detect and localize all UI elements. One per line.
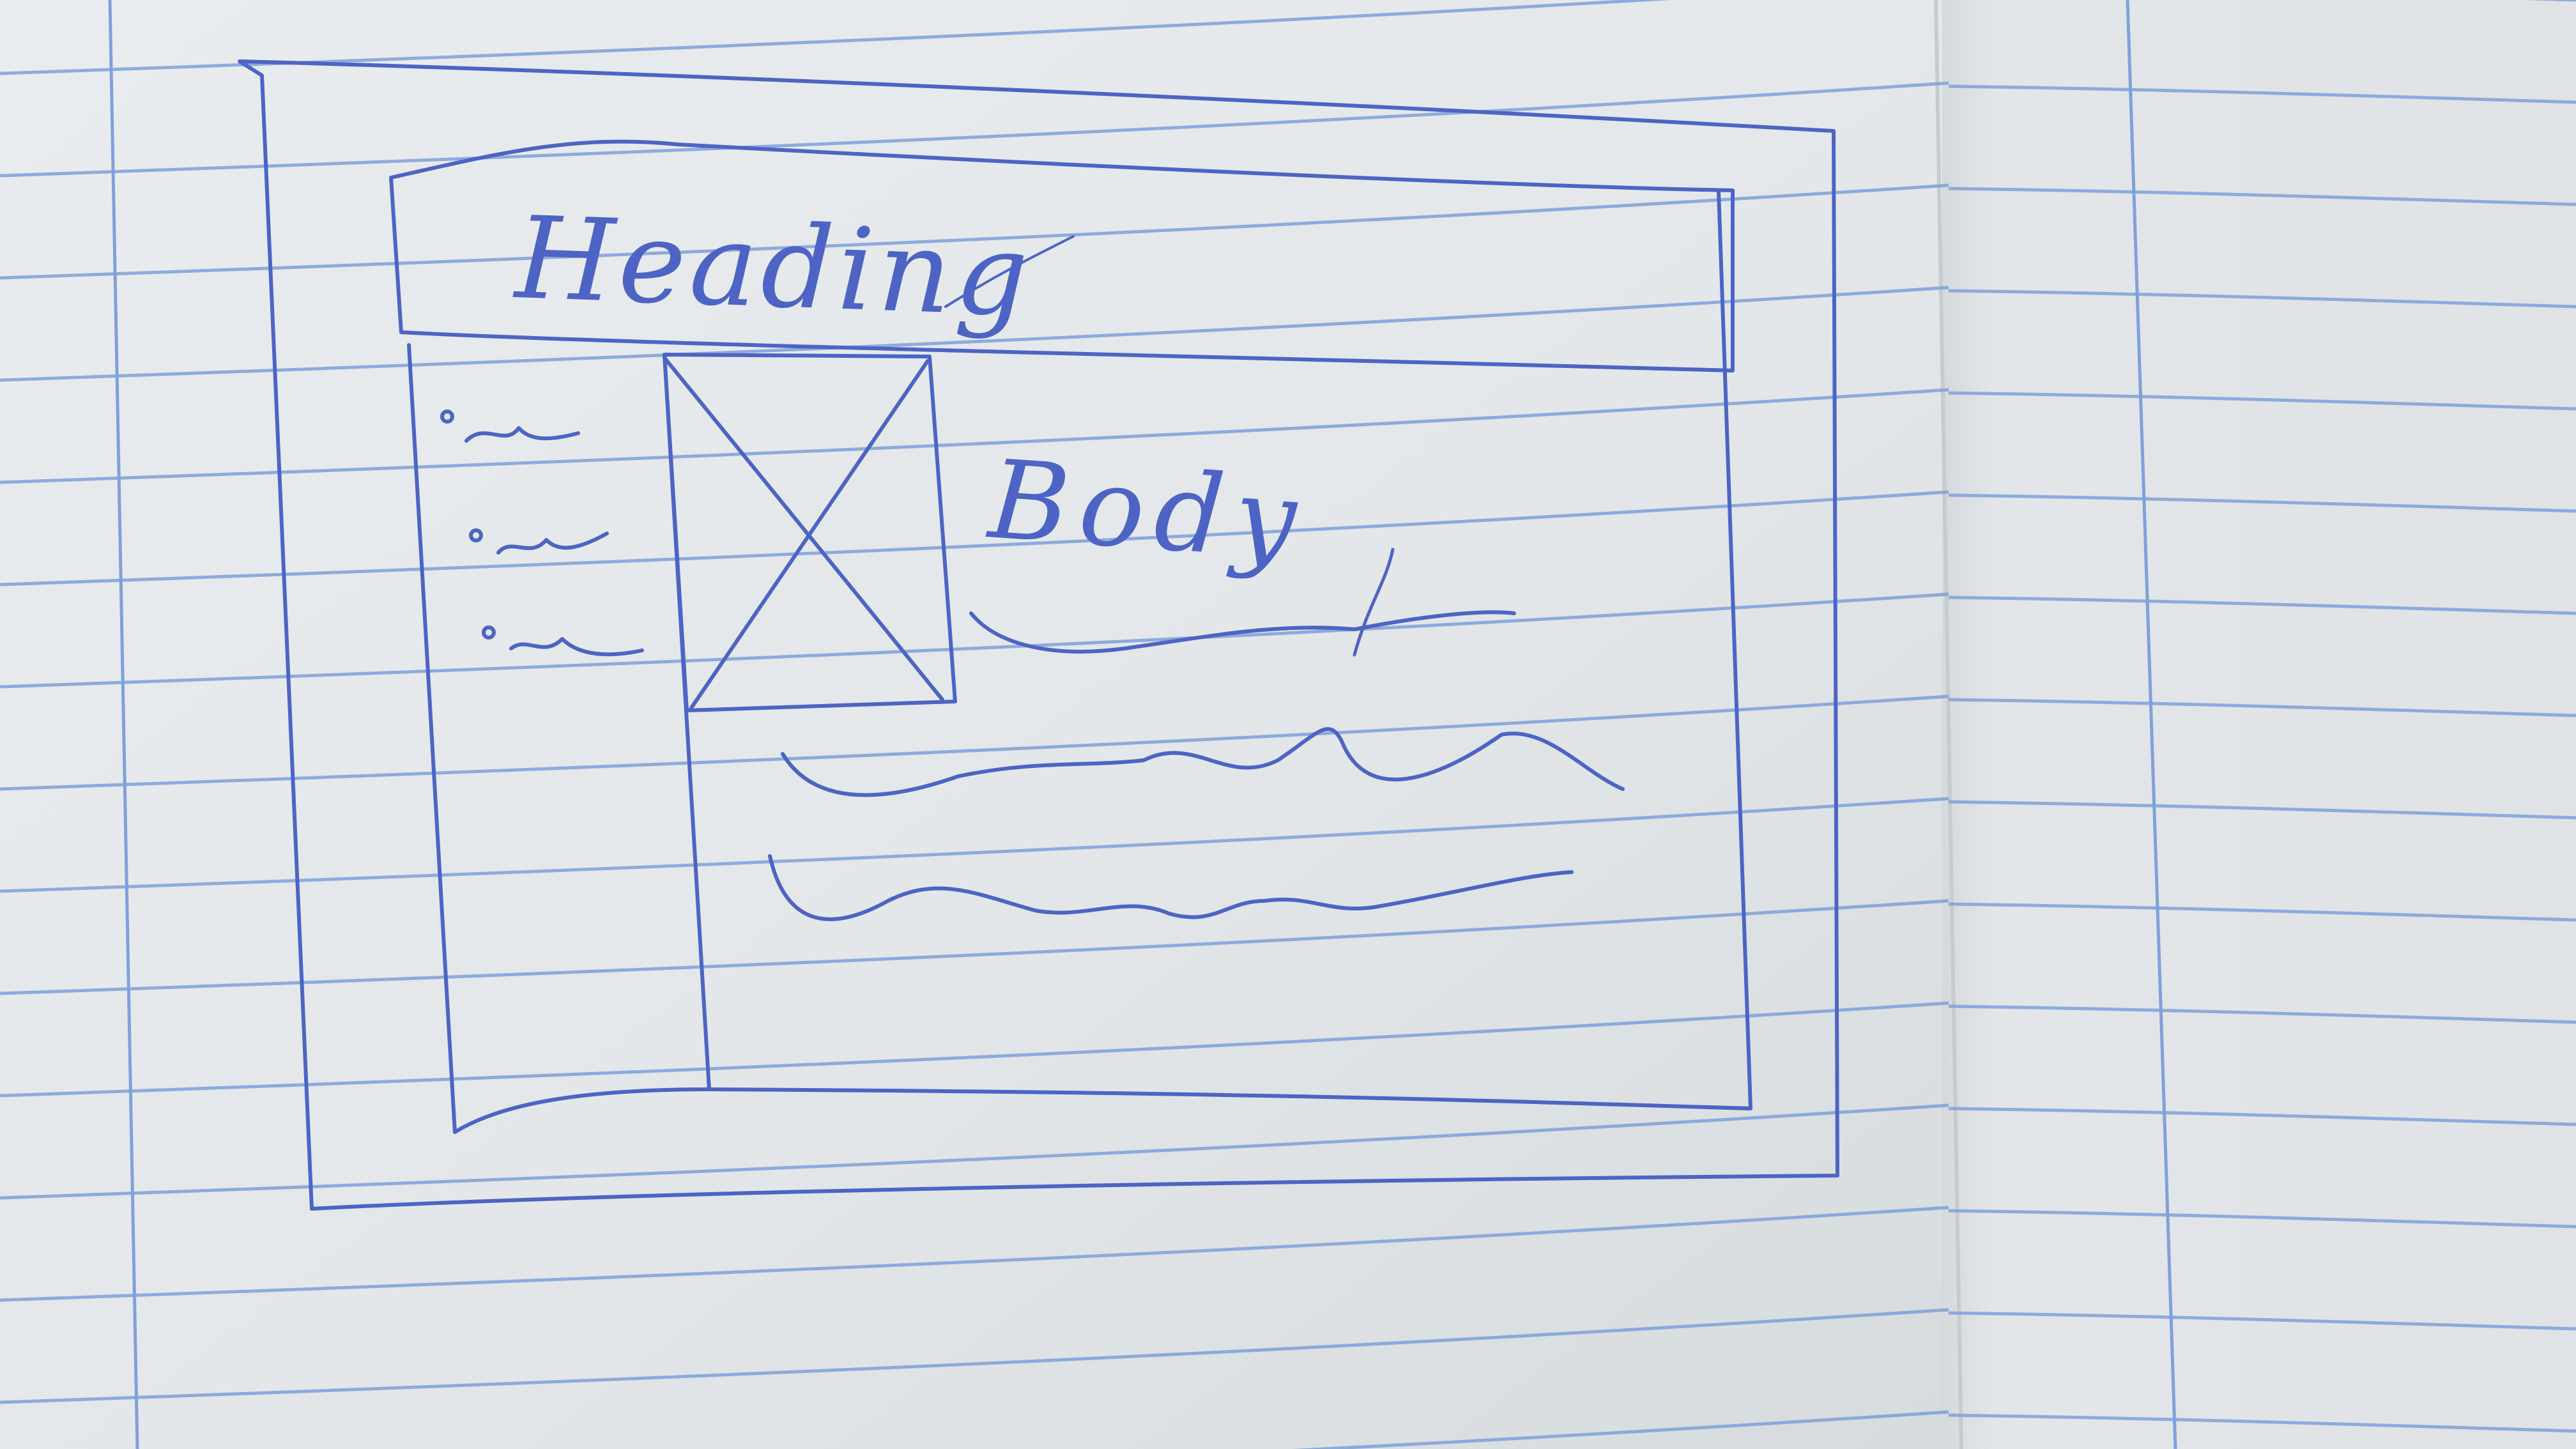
margin-line-right — [2126, 0, 2177, 1449]
ruled-lines-left — [0, 0, 1949, 1449]
ruled-line — [1948, 493, 2576, 513]
content-border — [704, 190, 1752, 1110]
header-box — [389, 139, 1735, 372]
right-page — [1942, 0, 2576, 1449]
body-text-line-2 — [781, 727, 1625, 797]
ruled-line — [0, 899, 1949, 995]
sidebar-bullet — [482, 625, 496, 640]
ruled-line — [1948, 391, 2576, 411]
sidebar-bullet — [469, 528, 483, 542]
ruled-line — [1948, 595, 2576, 615]
ruled-lines-right — [1948, 0, 2576, 1433]
ruled-line — [1948, 1107, 2576, 1126]
ruled-line — [0, 490, 1949, 586]
heading-flourish — [944, 235, 1075, 308]
ruled-line — [1948, 1209, 2576, 1229]
ruled-line — [1948, 902, 2576, 922]
outer-frame — [238, 59, 1839, 1211]
ruled-line — [1948, 289, 2576, 309]
sidebar-item-line — [464, 426, 580, 443]
sidebar-box — [407, 343, 711, 1134]
ruled-line — [0, 183, 1949, 280]
ruled-line — [0, 388, 1949, 484]
ruled-line — [0, 592, 1949, 689]
heading-label: Heading — [512, 192, 1034, 342]
ruled-line — [0, 1308, 1949, 1404]
ruled-line — [0, 1001, 1949, 1098]
ruled-line — [1948, 1311, 2576, 1331]
sidebar-item-line — [509, 637, 644, 657]
ruled-line — [1948, 187, 2576, 206]
ruled-line — [1948, 1004, 2576, 1024]
body-label: Body — [983, 436, 1310, 585]
image-placeholder-cross-a — [663, 356, 944, 702]
ruled-line — [1948, 698, 2576, 717]
margin-line-left — [108, 0, 139, 1449]
ruled-line — [1948, 800, 2576, 820]
ruled-line — [0, 1103, 1949, 1200]
body-text-line-1 — [969, 610, 1516, 654]
ruled-line — [1948, 84, 2576, 104]
ruled-line — [0, 81, 1949, 178]
body-flourish — [1353, 548, 1395, 657]
image-placeholder-cross-b — [689, 359, 930, 710]
ruled-line — [1948, 1413, 2576, 1433]
sidebar-bullet — [440, 410, 454, 424]
wireframe-sketch — [238, 59, 1839, 1211]
ruled-line — [0, 1206, 1949, 1302]
body-text-line-3 — [768, 854, 1574, 921]
ruled-line — [1292, 1410, 1949, 1449]
sidebar-item-line — [496, 532, 609, 555]
ruled-line — [0, 286, 1949, 382]
ruled-line — [0, 694, 1949, 791]
image-placeholder-box — [663, 353, 957, 712]
